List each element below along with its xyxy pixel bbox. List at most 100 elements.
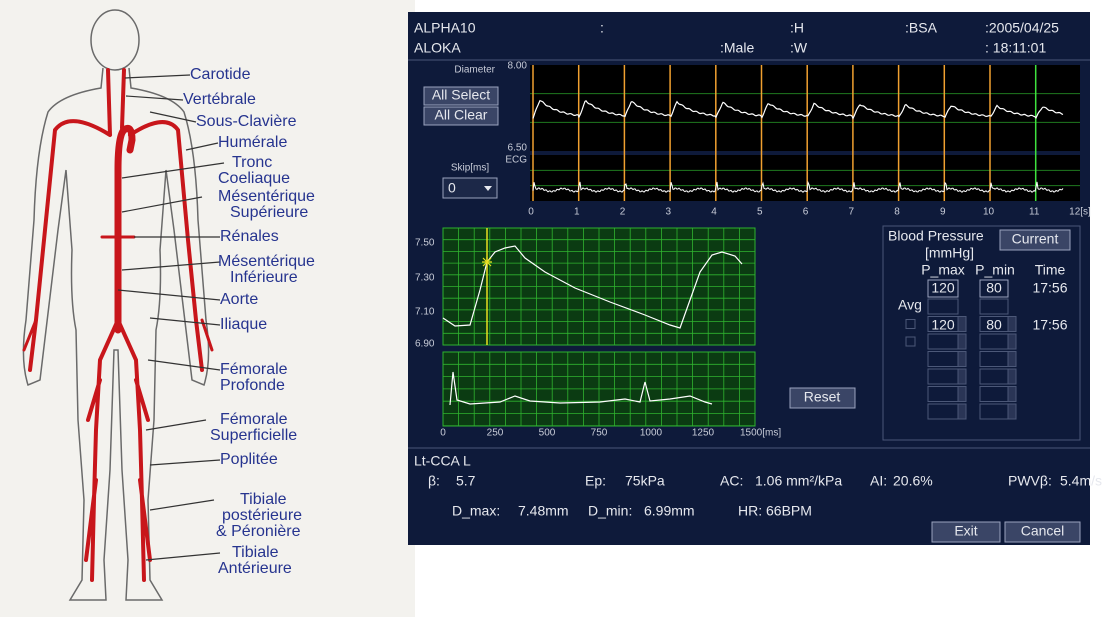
- header-field: ALPHA10: [414, 20, 476, 36]
- x-tick-label: 0: [440, 428, 446, 439]
- y-tick-label: 6.50: [508, 143, 528, 154]
- page: Carotide Vertébrale Sous-Clavière Humérale T…: [0, 0, 1103, 617]
- artery-label: Sous-Clavière: [196, 113, 297, 130]
- y-tick-label: 7.30: [415, 273, 435, 284]
- button-label[interactable]: Reset: [804, 389, 841, 405]
- artery-label: Superficielle: [210, 427, 297, 444]
- artery-label: Poplitée: [220, 451, 278, 468]
- x-tick-label: 10: [983, 207, 995, 218]
- result-label: HR:: [738, 503, 762, 519]
- spin-button: [958, 404, 966, 419]
- artery-label: Carotide: [190, 66, 251, 83]
- header-field: :W: [790, 40, 808, 56]
- result-value: 5.7: [456, 473, 476, 489]
- result-label: D_min:: [588, 503, 632, 519]
- button-label[interactable]: Current: [1012, 231, 1059, 247]
- artery-label: Mésentérique: [218, 188, 315, 205]
- artery-label: Aorte: [220, 291, 258, 308]
- x-tick-label: 500: [539, 428, 556, 439]
- cursor-star: [482, 257, 492, 267]
- x-tick-label: 250: [487, 428, 504, 439]
- spin-button: [1008, 387, 1016, 402]
- artery-label: postérieure: [222, 507, 302, 524]
- spin-button: [958, 387, 966, 402]
- header-field: :2005/04/25: [985, 20, 1059, 36]
- y-tick-label: 7.50: [415, 238, 435, 249]
- header-field: ALOKA: [414, 40, 461, 56]
- result-value: 5.4m/s: [1060, 473, 1102, 489]
- artery-label: Tronc: [232, 154, 272, 171]
- artery-label: Vertébrale: [183, 91, 256, 108]
- result-value: 7.48mm: [518, 503, 569, 519]
- spin-button: [1008, 334, 1016, 349]
- ecg-label: ECG: [505, 155, 527, 166]
- x-tick-label: 6: [803, 207, 809, 218]
- header-field: : 18:11:01: [985, 40, 1046, 56]
- spin-button: [958, 334, 966, 349]
- bp-unit: [mmHg]: [925, 245, 974, 261]
- bp-header: P_max: [921, 262, 965, 278]
- spin-button: [958, 369, 966, 384]
- result-label: Ep:: [585, 473, 606, 489]
- x-tick-label: 1: [574, 207, 580, 218]
- x-tick-label: 4: [711, 207, 717, 218]
- result-value: 1.06 mm²/kPa: [755, 473, 842, 489]
- result-value: 66BPM: [766, 503, 812, 519]
- diameter-label: Diameter: [454, 65, 495, 76]
- artery-label: Antérieure: [218, 560, 292, 577]
- header-field: :: [600, 20, 604, 36]
- button-label[interactable]: Cancel: [1021, 523, 1065, 539]
- y-tick-label: 6.90: [415, 339, 435, 350]
- artery-label: Iliaque: [220, 316, 267, 333]
- skip-label: Skip[ms]: [451, 163, 490, 174]
- header-field: :BSA: [905, 20, 938, 36]
- artery-label: Coeliaque: [218, 170, 290, 187]
- x-tick-label: 5: [757, 207, 763, 218]
- artery-label: Rénales: [220, 228, 279, 245]
- spin-button: [1008, 369, 1016, 384]
- artery-label: Profonde: [220, 377, 285, 394]
- x-tick-label: 3: [665, 207, 671, 218]
- bp-ghost-value: 80: [986, 317, 1002, 333]
- x-tick-label: 1250: [692, 428, 715, 439]
- x-tick-label: 0: [528, 207, 534, 218]
- x-tick-label: 12[s]: [1069, 207, 1091, 218]
- ecg-panel: [530, 155, 1080, 201]
- site-label: Lt-CCA L: [414, 453, 471, 469]
- dropdown-value[interactable]: 0: [448, 180, 456, 196]
- spin-button: [1008, 404, 1016, 419]
- artery-label: Fémorale: [220, 361, 288, 378]
- bp-ghost-value: 120: [931, 317, 955, 333]
- result-value: 6.99mm: [644, 503, 695, 519]
- x-tick-label: 9: [940, 207, 946, 218]
- button-label[interactable]: All Select: [432, 87, 490, 103]
- result-label: PWVβ:: [1008, 473, 1052, 489]
- artery-label: Fémorale: [220, 411, 288, 428]
- x-tick-label: 1000: [640, 428, 663, 439]
- button-label[interactable]: All Clear: [435, 107, 488, 123]
- bp-header: Time: [1035, 262, 1066, 278]
- spin-button: [1008, 317, 1016, 332]
- result-label: AC:: [720, 473, 743, 489]
- artery-label: Inférieure: [230, 269, 298, 286]
- x-tick-label: 11: [1029, 207, 1040, 218]
- y-tick-label: 8.00: [508, 61, 528, 72]
- artery-label: Humérale: [218, 134, 287, 151]
- artery-label: & Péronière: [216, 523, 301, 540]
- bp-ghost-value: 17:56: [1032, 317, 1067, 333]
- artery-label: Tibiale: [232, 544, 279, 561]
- header-field: :Male: [720, 40, 754, 56]
- diameter-panel: [530, 65, 1080, 151]
- bp-value: 80: [986, 280, 1002, 296]
- x-tick-label: 1500[ms]: [740, 428, 781, 439]
- artery-label: Supérieure: [230, 204, 308, 221]
- artery-label: Mésentérique: [218, 253, 315, 270]
- x-tick-label: 7: [848, 207, 854, 218]
- x-tick-label: 750: [591, 428, 608, 439]
- button-label[interactable]: Exit: [954, 523, 977, 539]
- spin-button: [1008, 352, 1016, 367]
- result-label: D_max:: [452, 503, 500, 519]
- result-value: 75kPa: [625, 473, 665, 489]
- result-label: β:: [428, 473, 440, 489]
- header-field: :H: [790, 20, 804, 36]
